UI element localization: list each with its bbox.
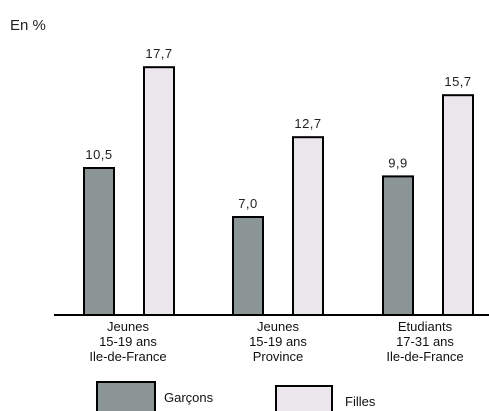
bar-garcons-1 — [83, 167, 115, 316]
bar-garcons-3 — [382, 175, 414, 316]
category-label-1-line-1: Jeunes — [107, 319, 149, 334]
value-labels-group: 10,5 17,7 7,0 12,7 9,9 15,7 — [85, 46, 471, 211]
value-label-garcons-3: 9,9 — [388, 155, 408, 170]
category-label-3-line-1: Etudiants — [398, 319, 453, 334]
category-label-1-line-3: Ile-de-France — [89, 349, 166, 364]
category-label-1-line-2: 15-19 ans — [99, 334, 157, 349]
bar-filles-3 — [442, 94, 474, 316]
value-label-filles-3: 15,7 — [444, 74, 471, 89]
value-label-garcons-2: 7,0 — [238, 196, 258, 211]
legend-label-filles: Filles — [345, 394, 376, 409]
value-label-garcons-1: 10,5 — [85, 147, 112, 162]
bar-filles-2 — [292, 136, 324, 316]
legend-label-garcons: Garçons — [164, 390, 214, 405]
bar-filles-1 — [143, 66, 175, 316]
category-label-3-line-3: Ile-de-France — [386, 349, 463, 364]
legend: Garçons Filles — [96, 381, 376, 411]
category-label-2-line-1: Jeunes — [257, 319, 299, 334]
category-label-3-line-2: 17-31 ans — [396, 334, 454, 349]
value-label-filles-1: 17,7 — [145, 46, 172, 61]
unit-label: En % — [10, 17, 46, 34]
category-label-2-line-2: 15-19 ans — [249, 334, 307, 349]
category-label-2-line-3: Province — [253, 349, 304, 364]
bar-garcons-2 — [232, 216, 264, 316]
legend-swatch-garcons — [96, 381, 156, 411]
legend-swatch-filles — [275, 385, 333, 411]
value-label-filles-2: 12,7 — [294, 116, 321, 131]
bars-group — [83, 66, 474, 316]
